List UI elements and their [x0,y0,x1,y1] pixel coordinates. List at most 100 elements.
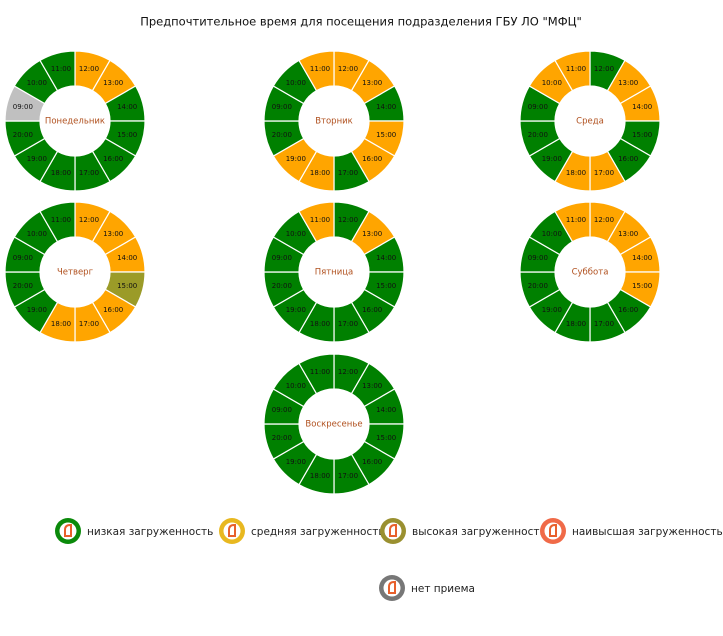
day-donut: 12:00 13:00 14:00 15:00 16:00 17:00 18:00 19:00… [4,50,146,192]
time-label: 20:00 [528,131,548,139]
time-label: 13:00 [103,79,123,87]
legend-label: нет приема [411,583,475,595]
time-segment [39,50,76,92]
time-label: 18:00 [51,169,71,177]
legend-logo [389,524,397,537]
day-donut: 12:00 13:00 14:00 15:00 16:00 17:00 18:00 19:00… [263,353,405,495]
time-segment [554,201,591,243]
time-label: 10:00 [542,79,562,87]
legend-label: средняя загруженность [251,526,385,538]
time-label: 09:00 [528,103,548,111]
time-label: 13:00 [103,230,123,238]
time-label: 20:00 [272,434,292,442]
time-segment [298,353,335,395]
time-segment [298,201,335,243]
time-label: 11:00 [51,65,71,73]
time-label: 15:00 [117,131,137,139]
legend-item: наивысшая загруженность [540,518,723,544]
time-label: 20:00 [13,282,33,290]
time-label: 20:00 [13,131,33,139]
time-label: 12:00 [338,368,358,376]
time-label: 10:00 [27,230,47,238]
time-label: 10:00 [542,230,562,238]
time-label: 19:00 [286,458,306,466]
time-segment [298,50,335,92]
time-label: 15:00 [632,282,652,290]
time-label: 10:00 [27,79,47,87]
time-label: 20:00 [528,282,548,290]
time-label: 15:00 [117,282,137,290]
legend-item: средняя загруженность [219,518,385,544]
time-label: 17:00 [594,320,614,328]
time-label: 17:00 [338,472,358,480]
time-label: 12:00 [338,65,358,73]
time-label: 14:00 [117,103,137,111]
time-label: 14:00 [376,254,396,262]
time-label: 15:00 [376,434,396,442]
time-label: 14:00 [376,103,396,111]
time-label: 13:00 [618,230,638,238]
time-label: 16:00 [362,458,382,466]
day-donut: 12:00 13:00 14:00 15:00 16:00 17:00 18:00 19:00… [519,50,661,192]
time-label: 10:00 [286,382,306,390]
time-label: 14:00 [376,406,396,414]
time-label: 12:00 [338,216,358,224]
day-name: Суббота [572,268,609,278]
time-label: 18:00 [310,320,330,328]
day-name: Четверг [57,268,94,278]
time-label: 11:00 [566,65,586,73]
time-label: 19:00 [542,155,562,163]
time-label: 20:00 [272,282,292,290]
time-segment [554,50,591,92]
legend-icon-inner [223,522,241,540]
legend-icon-inner [383,579,401,597]
time-label: 20:00 [272,131,292,139]
legend-item: высокая загруженность [380,518,546,544]
legend-logo [64,524,72,537]
time-label: 13:00 [362,79,382,87]
time-label: 18:00 [566,169,586,177]
time-label: 13:00 [362,382,382,390]
time-label: 14:00 [632,254,652,262]
time-label: 13:00 [618,79,638,87]
time-label: 19:00 [542,306,562,314]
time-label: 18:00 [310,169,330,177]
day-name: Вторник [315,117,353,127]
time-label: 15:00 [632,131,652,139]
time-label: 11:00 [566,216,586,224]
time-label: 11:00 [310,368,330,376]
day-name: Среда [576,117,604,127]
time-label: 17:00 [338,169,358,177]
day-donut: 12:00 13:00 14:00 15:00 16:00 17:00 18:00 19:00… [263,50,405,192]
time-label: 11:00 [310,65,330,73]
day-name: Воскресенье [305,420,362,430]
day-donut: 12:00 13:00 14:00 15:00 16:00 17:00 18:00 19:00… [263,201,405,343]
time-label: 19:00 [286,306,306,314]
legend-logo [388,581,396,594]
legend-icon-inner [544,522,562,540]
time-label: 17:00 [338,320,358,328]
time-label: 13:00 [362,230,382,238]
time-label: 16:00 [362,155,382,163]
time-label: 15:00 [376,131,396,139]
time-label: 11:00 [51,216,71,224]
time-label: 14:00 [632,103,652,111]
time-segment [39,201,76,243]
time-label: 15:00 [376,282,396,290]
time-label: 16:00 [618,306,638,314]
time-label: 12:00 [594,216,614,224]
legend-label: низкая загруженность [87,526,213,538]
time-label: 19:00 [27,155,47,163]
time-label: 09:00 [272,254,292,262]
legend-icon-inner [384,522,402,540]
time-label: 17:00 [594,169,614,177]
legend-icon-inner [59,522,77,540]
time-label: 18:00 [51,320,71,328]
legend-logo [228,524,236,537]
time-label: 19:00 [27,306,47,314]
time-label: 18:00 [310,472,330,480]
time-label: 09:00 [272,406,292,414]
time-label: 18:00 [566,320,586,328]
time-label: 14:00 [117,254,137,262]
